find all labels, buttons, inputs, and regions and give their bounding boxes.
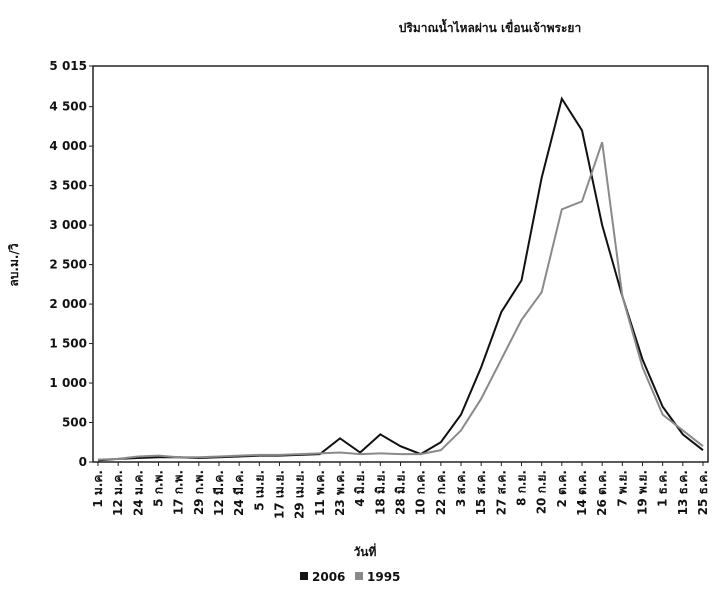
x-tick-label: 14 ต.ค.	[575, 470, 589, 516]
plot-frame	[92, 65, 709, 463]
x-tick-label: 23 พ.ค.	[333, 470, 347, 516]
x-tick-label: 25 ธ.ค.	[696, 470, 710, 515]
x-tick-label: 1 ธ.ค.	[656, 470, 670, 507]
legend-label: 1995	[367, 570, 400, 584]
x-tick-label: 10 ก.ค.	[414, 470, 428, 515]
x-tick-label: 5 ก.พ.	[152, 470, 166, 507]
x-tick-label: 4 มิ.ย.	[353, 470, 367, 507]
x-tick-label: 13 ธ.ค.	[676, 470, 690, 515]
y-axis-label: ลบ.ม./วิ	[7, 243, 21, 286]
y-tick-label: 1 000	[49, 376, 87, 390]
y-tick-label: 3 500	[49, 179, 87, 193]
y-tick-label: 3 000	[49, 218, 87, 232]
y-tick-label: 4 500	[49, 100, 87, 114]
x-tick-label: 7 พ.ย.	[615, 470, 629, 507]
x-tick-label: 22 ก.ค.	[434, 470, 448, 515]
x-tick-label: 29 เม.ย.	[293, 470, 307, 519]
x-tick-label: 20 ก.ย.	[535, 470, 549, 514]
x-tick-label: 26 ต.ค.	[595, 470, 609, 516]
x-tick-label: 19 พ.ย.	[636, 470, 650, 515]
x-tick-label: 5 เม.ย.	[252, 470, 266, 511]
legend-swatch	[355, 572, 363, 580]
y-tick-label: 500	[62, 416, 87, 430]
x-tick-label: 27 ส.ค.	[494, 470, 508, 515]
y-tick-label: 5 015	[49, 59, 87, 73]
y-tick-label: 0	[79, 455, 87, 469]
x-tick-label: 11 พ.ค.	[313, 470, 327, 516]
y-tick-label: 4 000	[49, 139, 87, 153]
x-tick-label: 28 มิ.ย.	[394, 470, 408, 515]
x-tick-label: 24 ม.ค.	[131, 470, 145, 516]
y-tick-label: 2 000	[49, 297, 87, 311]
x-tick-label: 12 มี.ค.	[212, 470, 226, 516]
x-tick-label: 1 ม.ค.	[91, 470, 105, 508]
x-tick-label: 29 ก.พ.	[192, 470, 206, 515]
x-tick-label: 24 มี.ค.	[232, 470, 246, 516]
y-tick-label: 1 500	[49, 337, 87, 351]
x-tick-label: 17 เม.ย.	[273, 470, 287, 519]
x-tick-label: 2 ต.ค.	[555, 470, 569, 507]
x-tick-label: 18 มิ.ย.	[373, 470, 387, 515]
x-tick-label: 8 ก.ย.	[515, 470, 529, 506]
x-tick-label: 12 ม.ค.	[111, 470, 125, 516]
x-tick-label: 17 ก.พ.	[172, 470, 186, 515]
x-axis-label: วันที่	[354, 543, 377, 559]
x-tick-label: 3 ส.ค.	[454, 470, 468, 507]
series-line	[97, 141, 704, 461]
legend-swatch	[300, 572, 308, 580]
x-tick-label: 15 ส.ค.	[474, 470, 488, 515]
legend-label: 2006	[312, 570, 345, 584]
y-tick-label: 2 500	[49, 258, 87, 272]
chart-title: ปริมาณน้ำไหลผ่าน เขื่อนเจ้าพระยา	[399, 18, 581, 35]
series-line	[97, 96, 704, 462]
